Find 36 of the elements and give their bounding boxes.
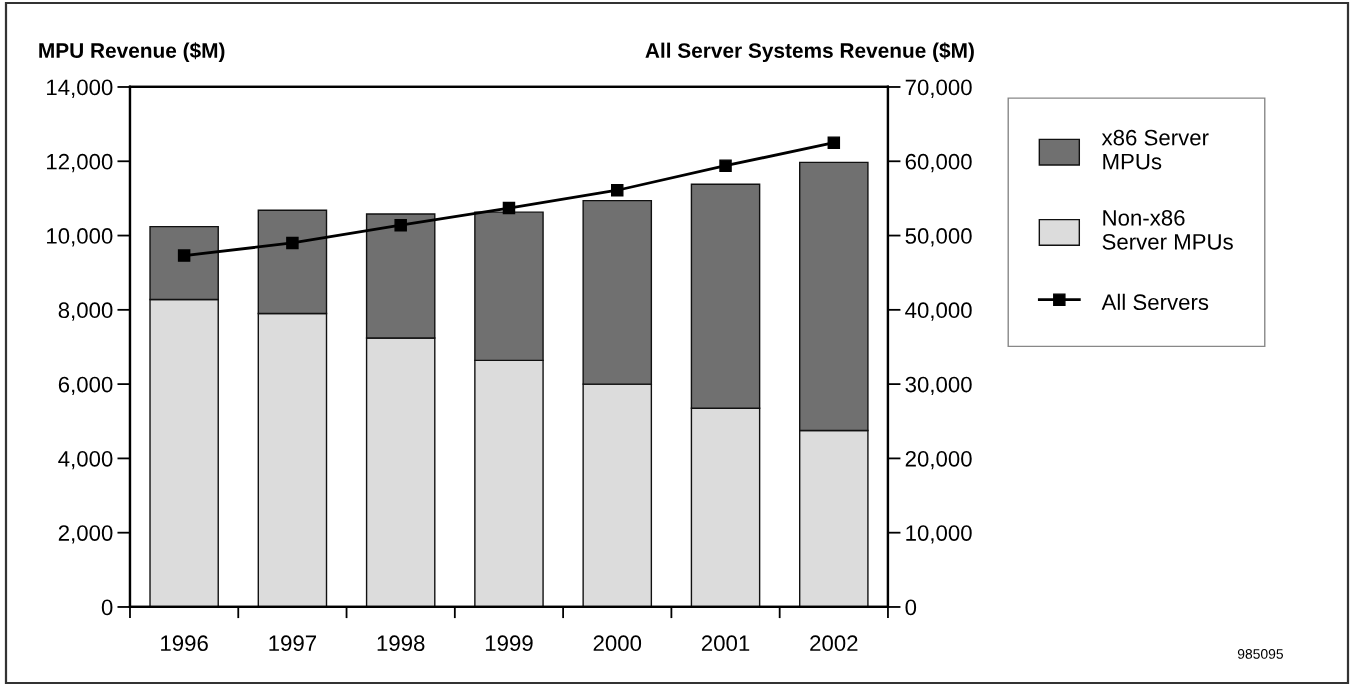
y2-tick-label: 0 <box>905 599 917 616</box>
point <box>394 218 407 232</box>
y-tick-label: 6,000 <box>58 376 113 396</box>
x-tick-label: 1999 <box>485 635 533 652</box>
x-tick-label: 1998 <box>377 635 425 652</box>
y2-tick-label: 70,000 <box>905 79 972 98</box>
y2-tick-label: 20,000 <box>905 450 972 470</box>
x-tick-label: 2002 <box>810 635 858 652</box>
y2-tick-label: 50,000 <box>905 228 972 247</box>
point <box>827 136 841 149</box>
y-tick-label: 2,000 <box>58 525 113 544</box>
y-tick-label: 0 <box>101 599 113 616</box>
y2-tick-label: 60,000 <box>905 153 972 173</box>
x-tick-label: 1997 <box>269 635 317 652</box>
x-tick-label: 2001 <box>701 635 750 652</box>
point <box>177 249 191 262</box>
text: 985095 <box>1237 649 1284 659</box>
y2-tick-label: 10,000 <box>906 525 972 544</box>
y-axis-title: MPU Revenue ($M) <box>39 42 225 63</box>
legend-label: All Servers <box>1101 293 1209 311</box>
point <box>502 201 516 215</box>
point <box>286 236 299 250</box>
y2-tick-label: 40,000 <box>905 302 972 321</box>
x-tick-label: 1996 <box>161 635 208 652</box>
point <box>719 159 732 172</box>
y-tick-label: 14,000 <box>47 79 113 98</box>
y-tick-label: 8,000 <box>58 302 113 321</box>
legend-label: x86 Server MPUs <box>1101 129 1209 170</box>
legend-label: Non-x86 Server MPUs <box>1102 210 1233 250</box>
point <box>610 183 624 197</box>
y2-axis-title: All Server Systems Revenue ($M) <box>645 42 974 63</box>
y-tick-label: 10,000 <box>47 228 113 247</box>
y-tick-label: 4,000 <box>58 450 113 470</box>
y2-tick-label: 30,000 <box>905 376 972 396</box>
x-tick-label: 2000 <box>593 635 642 652</box>
y-tick-label: 12,000 <box>47 153 113 173</box>
